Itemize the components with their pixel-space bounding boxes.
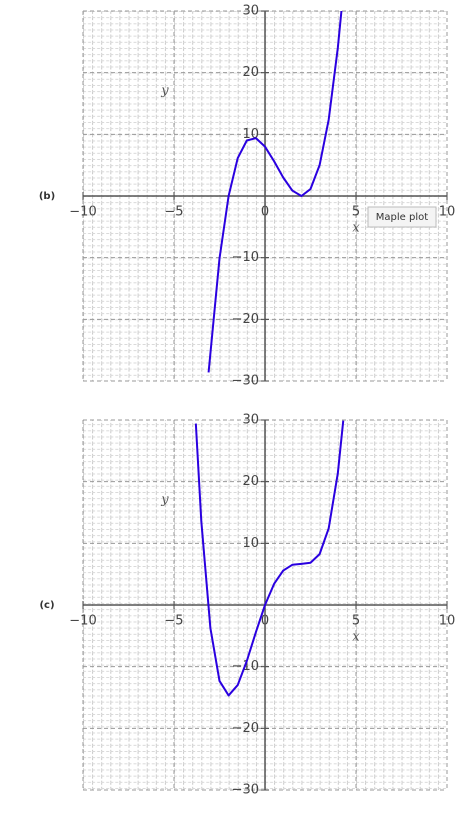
y-axis-label: y (160, 493, 169, 508)
x-tick-label: 5 (352, 205, 360, 220)
y-tick-label: 20 (242, 65, 259, 80)
x-tick-label: 10 (439, 205, 456, 220)
y-tick-label: 20 (242, 474, 259, 489)
y-tick-label: 30 (242, 413, 259, 428)
panel-label: (b) (39, 191, 55, 202)
y-tick-label: −30 (232, 374, 259, 389)
x-tick-label: 5 (352, 614, 360, 629)
tooltip: Maple plot (367, 206, 437, 228)
y-tick-label: −30 (232, 783, 259, 798)
x-tick-label: −5 (164, 614, 183, 629)
x-tick-label: −10 (69, 614, 96, 629)
tooltip-box (367, 206, 437, 228)
y-tick-label: −20 (232, 312, 259, 327)
y-tick-label: 10 (242, 536, 259, 551)
x-axis-label: x (352, 221, 360, 236)
curve (194, 420, 345, 697)
curve (207, 11, 343, 373)
y-tick-label: 30 (242, 4, 259, 19)
x-tick-label: −10 (69, 205, 96, 220)
tooltip-text: Maple plot (376, 212, 428, 223)
x-axis-label: x (352, 630, 360, 645)
panel-label: (c) (39, 600, 54, 611)
y-tick-label: −20 (232, 721, 259, 736)
x-tick-label: 10 (439, 614, 456, 629)
y-tick-label: −10 (232, 250, 259, 265)
y-axis-label: y (160, 84, 169, 99)
x-tick-label: −5 (164, 205, 183, 220)
